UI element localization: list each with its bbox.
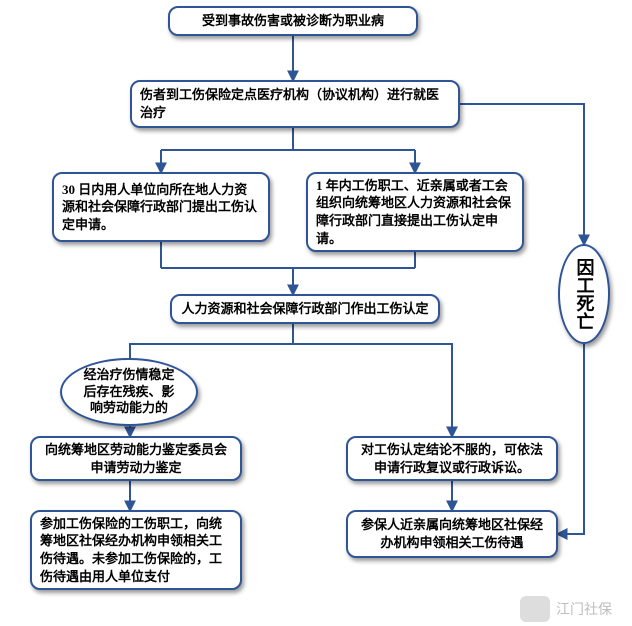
node-label: 因工死亡 bbox=[575, 258, 594, 330]
node-ability-appraisal: 向统筹地区劳动能力鉴定委员会申请劳动力鉴定 bbox=[30, 436, 242, 481]
node-claim-benefits: 参加工伤保险的工伤职工，向统筹地区社保经办机构申领相关工伤待遇。未参加工伤保险的… bbox=[30, 510, 242, 590]
node-appeal: 对工伤认定结论不服的，可依法申请行政复议或行政诉讼。 bbox=[346, 436, 558, 481]
node-label: 1 年内工伤职工、近亲属或者工会组织向统筹地区人力资源和社会保障行政部门直接提出… bbox=[316, 177, 514, 247]
footer-text: 江门社保 bbox=[556, 599, 612, 619]
node-work-death: 因工死亡 bbox=[558, 244, 610, 344]
node-family-claim: 参保人近亲属向统筹地区社保经办机构申领相关工伤待遇 bbox=[346, 510, 558, 558]
node-employer-30d: 30 日内用人单位向所在地人力资源和社会保障行政部门提出工伤认定申请。 bbox=[52, 172, 270, 242]
node-label: 参加工伤保险的工伤职工，向统筹地区社保经办机构申领相关工伤待遇。未参加工伤保险的… bbox=[40, 515, 232, 585]
node-label: 向统筹地区劳动能力鉴定委员会申请劳动力鉴定 bbox=[40, 441, 232, 476]
node-label: 人力资源和社会保障行政部门作出工伤认定 bbox=[181, 300, 428, 318]
node-label: 经治疗伤情稳定后存在残疾、影响劳动能力的 bbox=[78, 367, 180, 418]
flowchart-canvas: 受到事故伤害或被诊断为职业病 伤者到工伤保险定点医疗机构（协议机构）进行就医治疗… bbox=[0, 0, 632, 626]
node-label: 对工伤认定结论不服的，可依法申请行政复议或行政诉讼。 bbox=[356, 441, 548, 476]
node-treatment: 伤者到工伤保险定点医疗机构（协议机构）进行就医治疗 bbox=[130, 80, 460, 128]
node-accident: 受到事故伤害或被诊断为职业病 bbox=[168, 6, 418, 36]
node-disability-check: 经治疗伤情稳定后存在残疾、影响劳动能力的 bbox=[60, 358, 198, 426]
node-worker-1y: 1 年内工伤职工、近亲属或者工会组织向统筹地区人力资源和社会保障行政部门直接提出… bbox=[306, 172, 524, 252]
node-label: 伤者到工伤保险定点医疗机构（协议机构）进行就医治疗 bbox=[140, 86, 450, 121]
node-label: 30 日内用人单位向所在地人力资源和社会保障行政部门提出工伤认定申请。 bbox=[62, 181, 260, 234]
node-determination: 人力资源和社会保障行政部门作出工伤认定 bbox=[170, 294, 440, 324]
footer: 江门社保 bbox=[520, 596, 612, 622]
node-label: 受到事故伤害或被诊断为职业病 bbox=[202, 12, 384, 30]
wechat-icon bbox=[520, 596, 550, 622]
node-label: 参保人近亲属向统筹地区社保经办机构申领相关工伤待遇 bbox=[356, 516, 548, 551]
